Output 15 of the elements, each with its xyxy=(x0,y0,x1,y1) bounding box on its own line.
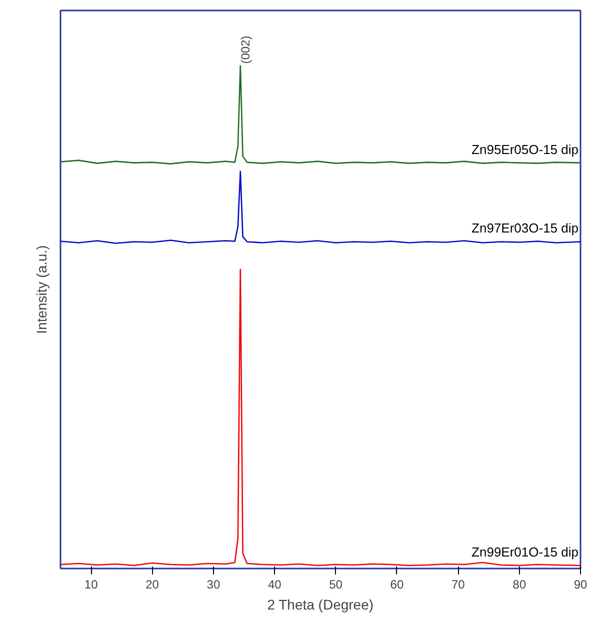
x-tick-label: 60 xyxy=(390,578,404,592)
x-tick-label: 50 xyxy=(329,578,343,592)
series-label: Zn97Er03O-15 dip xyxy=(472,220,578,236)
x-tick-label: 80 xyxy=(512,578,526,592)
x-tick-label: 90 xyxy=(574,578,588,592)
series-label: Zn95Er05O-15 dip xyxy=(472,142,578,157)
x-tick-label: 40 xyxy=(268,578,282,592)
x-tick-label: 30 xyxy=(206,578,220,592)
x-axis-title: 2 Theta (Degree) xyxy=(267,596,374,612)
y-axis-title: Intensity (a.u.) xyxy=(34,245,50,334)
x-tick-label: 20 xyxy=(146,578,160,592)
x-tick-label: 10 xyxy=(84,578,98,592)
annotation: (002) xyxy=(238,36,252,64)
x-tick-label: 70 xyxy=(451,578,466,592)
series-label: Zn99Er01O-15 dip xyxy=(472,544,578,560)
